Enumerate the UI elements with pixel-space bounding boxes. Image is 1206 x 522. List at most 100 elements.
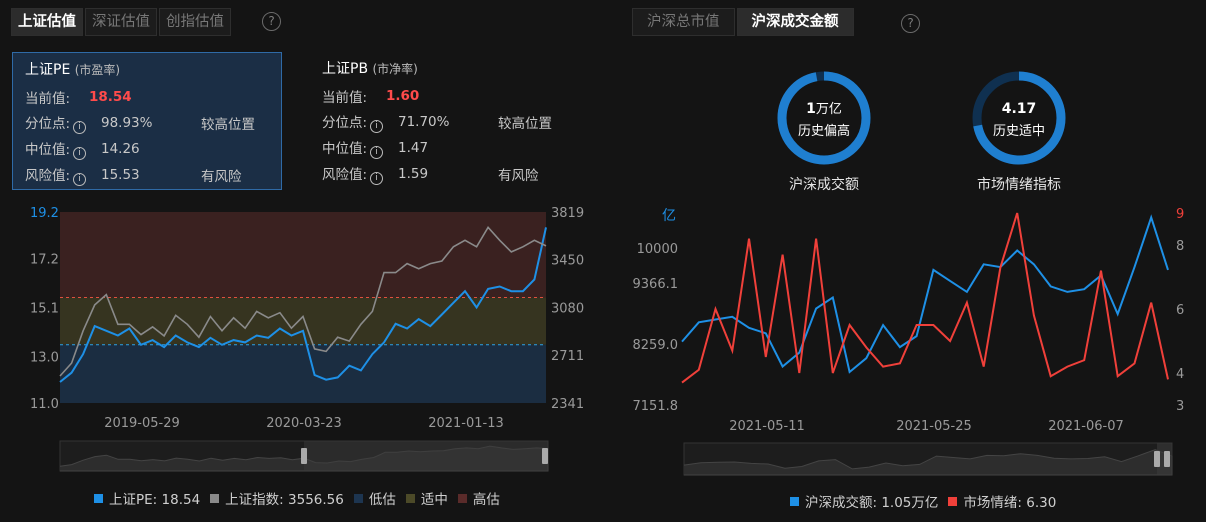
pe-current-value: 18.54: [89, 89, 132, 105]
y-left-tick: 10000: [637, 242, 678, 257]
pb-card[interactable]: 上证PB (市净率) 当前值: 1.60 分位点: i 71.70% 较高位置 中位值:…: [310, 52, 580, 190]
pe-median-value: 14.26: [101, 141, 140, 157]
legend-swatch: [790, 496, 799, 506]
tab-shanghai-valuation[interactable]: 上证估值: [11, 8, 83, 36]
info-icon[interactable]: i: [370, 146, 384, 159]
sentiment-gauge-ring: 4.17 历史适中: [972, 71, 1066, 165]
pb-percentile-status: 较高位置: [498, 116, 552, 132]
pe-risk-value: 15.53: [101, 167, 140, 183]
sentiment-gauge-label: 市场情绪指标: [977, 177, 1061, 193]
legend-swatch: [353, 493, 363, 503]
y-right-tick: 4: [1176, 367, 1184, 382]
median-label: 中位值: i: [25, 138, 89, 160]
risk-label: 风险值: i: [25, 164, 89, 186]
pe-risk-status: 有风险: [201, 169, 242, 185]
pb-median-value: 1.47: [398, 140, 429, 156]
y-right-tick: 3819: [551, 206, 584, 221]
percentile-label: 分位点: i: [322, 111, 386, 133]
turnover-gauge-label: 沪深成交额: [789, 177, 859, 193]
legend-item[interactable]: 低估: [353, 488, 396, 508]
x-tick: 2020-03-23: [266, 416, 342, 431]
risk-label: 风险值: i: [322, 163, 386, 185]
legend-swatch: [948, 496, 958, 506]
y-right-tick: 2711: [551, 349, 584, 364]
tab-total-market-cap[interactable]: 沪深总市值: [632, 8, 735, 36]
legend-item[interactable]: 上证PE: 18.54: [94, 488, 200, 508]
help-icon[interactable]: ?: [901, 14, 920, 33]
legend-label: 上证PE: 18.54: [109, 492, 201, 508]
y-right-tick: 8: [1176, 239, 1184, 254]
median-label: 中位值: i: [322, 137, 386, 159]
x-tick: 2021-05-11: [729, 419, 805, 434]
pe-card[interactable]: 上证PE (市盈率) 当前值: 18.54 分位点: i 98.93% 较高位置 中位值…: [12, 52, 282, 190]
y-left-tick: 11.0: [30, 397, 59, 412]
pe-card-title: 上证PE (市盈率): [25, 62, 121, 78]
pe-index-chart: 19.2 17.2 15.1 13.0 11.0 3819 3450 3080 2711 2341…: [30, 206, 584, 472]
overview-handle-right: [1164, 451, 1170, 467]
legend-swatch: [457, 493, 467, 503]
turnover-chart-legend: 沪深成交额: 1.05万亿 市场情绪: 6.30: [790, 491, 1066, 511]
sentiment-gauge-value: 4.17: [1002, 101, 1037, 117]
valuation-tabs: 上证估值 深证估值 创指估值: [11, 8, 233, 36]
x-tick: 2021-06-07: [1048, 419, 1124, 434]
y-left-tick: 19.2: [30, 206, 59, 221]
y-right-tick: 3080: [551, 302, 584, 317]
legend-item[interactable]: 适中: [405, 488, 448, 508]
sentiment-gauge: 4.17 历史适中 市场情绪指标: [959, 68, 1079, 194]
info-icon[interactable]: i: [73, 147, 87, 160]
turnover-sentiment-chart: 亿 10000 9366.1 8259.0 7151.8 9 8 6 4 3 2021-05-11 2…: [633, 207, 1184, 476]
legend-label: 市场情绪: 6.30: [963, 495, 1057, 511]
info-icon[interactable]: i: [73, 173, 87, 186]
pe-series-line: [59, 227, 547, 383]
info-icon[interactable]: i: [370, 120, 384, 133]
overview-handle-left: [301, 448, 307, 464]
x-tick: 2019-05-29: [104, 416, 180, 431]
percentile-label: 分位点: i: [25, 112, 89, 134]
info-icon[interactable]: i: [370, 172, 384, 185]
y-left-tick: 15.1: [30, 302, 59, 317]
turnover-gauge-text: 历史偏高: [798, 123, 850, 139]
turnover-gauge-arc: [777, 71, 871, 165]
y-left-unit: 亿: [662, 208, 676, 224]
pb-current-value: 1.60: [386, 88, 420, 104]
x-tick: 2021-05-25: [896, 419, 972, 434]
overview-area: [683, 449, 1173, 476]
y-right-tick: 9: [1176, 207, 1184, 222]
legend-swatch: [405, 493, 415, 503]
legend-label: 上证指数: 3556.56: [225, 492, 344, 508]
legend-item[interactable]: 高估: [457, 488, 500, 508]
tab-chinext-valuation[interactable]: 创指估值: [159, 8, 231, 36]
overview-selection: [304, 441, 548, 471]
legend-item[interactable]: 沪深成交额: 1.05万亿: [790, 491, 938, 511]
sentiment-gauge-arc: [972, 71, 1066, 165]
sentiment-series-line: [681, 212, 1169, 384]
legend-item[interactable]: 市场情绪: 6.30: [948, 491, 1056, 511]
help-icon[interactable]: ?: [262, 12, 281, 31]
turnover-series-line: [681, 214, 1169, 374]
pe-percentile-value: 98.93%: [101, 115, 153, 131]
y-left-tick: 17.2: [30, 253, 59, 268]
info-icon[interactable]: i: [73, 121, 87, 134]
y-right-tick: 6: [1176, 303, 1184, 318]
legend-label: 高估: [472, 492, 500, 508]
pe-percentile-status: 较高位置: [201, 117, 255, 133]
tab-shenzhen-valuation[interactable]: 深证估值: [85, 8, 157, 36]
y-left-tick: 9366.1: [633, 277, 679, 292]
turnover-gauge: 1万亿 历史偏高 沪深成交额: [764, 68, 884, 194]
y-left-tick: 8259.0: [633, 338, 679, 353]
pb-risk-status: 有风险: [498, 168, 539, 184]
low-band: [60, 344, 546, 403]
pb-percentile-value: 71.70%: [398, 114, 450, 130]
legend-label: 沪深成交额: 1.05万亿: [805, 495, 939, 511]
pb-card-title: 上证PB (市净率): [322, 61, 418, 77]
y-left-tick: 13.0: [30, 350, 59, 365]
legend-swatch: [94, 493, 103, 503]
high-band: [60, 212, 546, 298]
pe-chart-legend: 上证PE: 18.54 上证指数: 3556.56 低估 适中 高估: [94, 488, 510, 508]
legend-label: 适中: [420, 492, 448, 508]
overview-handle-right: [542, 448, 548, 464]
tab-turnover[interactable]: 沪深成交金额: [736, 8, 854, 36]
turnover-gauge-ring: 1万亿 历史偏高: [777, 71, 871, 165]
turnover-gauge-value: 1万亿: [806, 101, 842, 117]
legend-item[interactable]: 上证指数: 3556.56: [210, 488, 344, 508]
